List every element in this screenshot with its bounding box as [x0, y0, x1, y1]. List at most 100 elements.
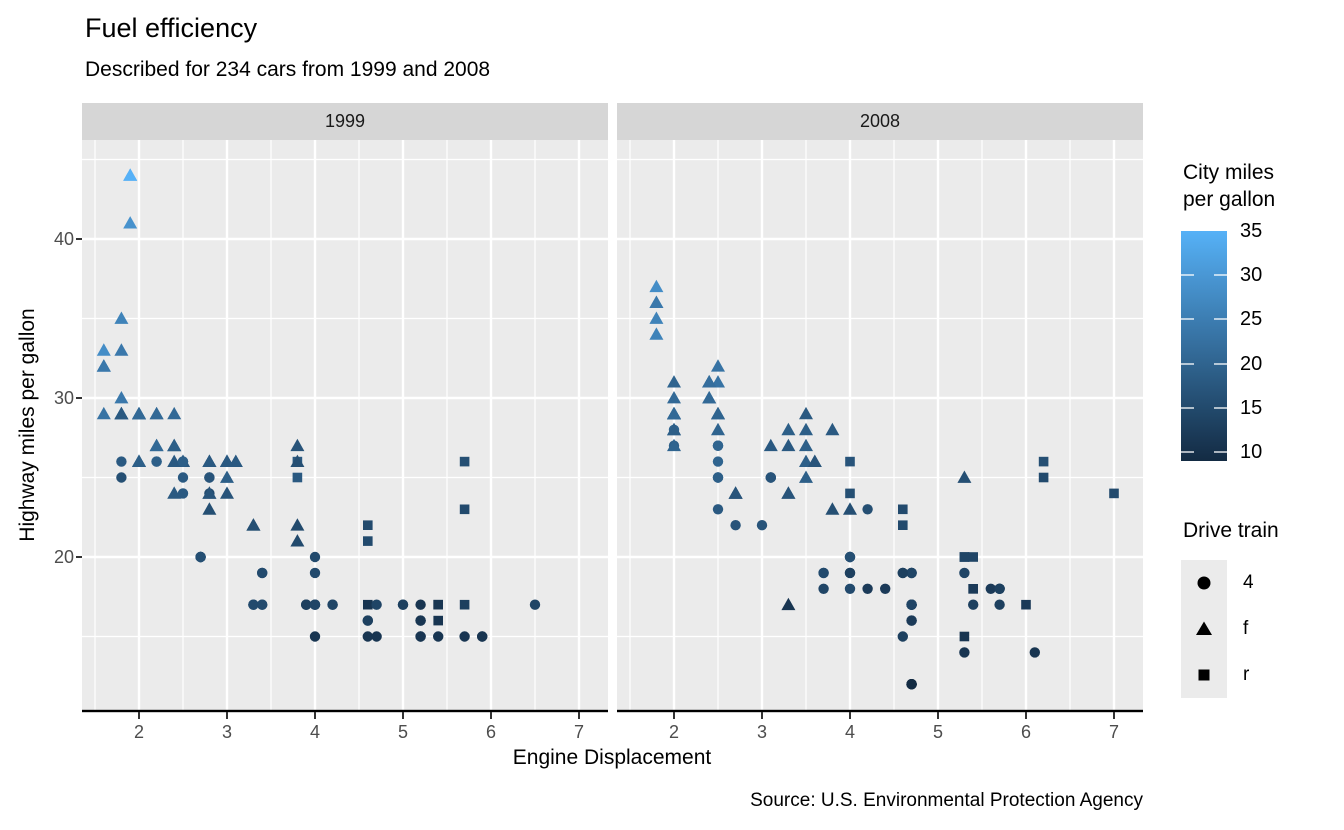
data-point [781, 422, 796, 436]
data-point [433, 631, 444, 642]
data-point [728, 486, 743, 499]
colorbar-tick [1181, 451, 1194, 454]
y-tick-label: 20 [53, 547, 74, 567]
data-point [459, 456, 470, 467]
data-point [667, 438, 681, 452]
data-point [906, 615, 917, 626]
data-point [845, 456, 855, 467]
data-point [309, 631, 321, 642]
colorbar-legend-title-line1: City miles [1183, 161, 1275, 184]
data-point [257, 599, 268, 610]
data-point [363, 599, 373, 610]
data-point [825, 502, 840, 515]
data-point [781, 438, 796, 452]
data-point [968, 584, 978, 594]
colorbar-tick [1214, 451, 1227, 454]
colorbar-tick [1181, 274, 1194, 277]
data-point [228, 454, 243, 467]
data-point [415, 631, 426, 642]
legend-key [1181, 560, 1227, 606]
data-point [459, 631, 470, 642]
colorbar-tick-label: 15 [1240, 396, 1263, 419]
data-point [649, 327, 664, 340]
data-point [309, 551, 321, 563]
x-tick-label: 5 [397, 722, 408, 742]
data-point [132, 406, 146, 420]
data-point [363, 536, 373, 546]
data-point [167, 438, 182, 452]
data-point [711, 406, 725, 420]
data-point [730, 520, 741, 531]
data-point [202, 454, 217, 467]
colorbar-tick-label: 20 [1240, 352, 1263, 375]
circle-glyph [1197, 576, 1211, 590]
x-tick-label: 4 [844, 722, 855, 742]
data-point [177, 456, 189, 467]
data-point [415, 599, 426, 610]
data-point [220, 454, 234, 467]
x-tick-label: 5 [932, 722, 943, 742]
facet-strip-label: 1999 [324, 111, 366, 131]
data-point [292, 472, 303, 483]
data-point [844, 567, 856, 579]
data-point [712, 456, 724, 467]
data-point [477, 631, 488, 642]
data-point [204, 472, 215, 483]
data-point [202, 486, 217, 499]
data-point [862, 583, 873, 594]
data-point [898, 504, 908, 515]
data-point [397, 599, 409, 610]
data-point [116, 456, 127, 467]
data-point [327, 599, 338, 610]
data-point [433, 615, 443, 626]
data-point [309, 567, 321, 579]
data-point [202, 502, 217, 515]
data-point [362, 631, 373, 642]
data-point [220, 470, 234, 483]
data-point [712, 504, 724, 515]
data-point [959, 567, 970, 579]
x-axis-line [617, 709, 1143, 713]
data-point [799, 422, 813, 436]
x-tick-label: 3 [221, 722, 232, 742]
data-point [114, 343, 129, 356]
y-tick-label: 30 [53, 388, 74, 408]
legend-key-label: r [1243, 664, 1250, 685]
colorbar-tick [1181, 406, 1194, 409]
data-point [906, 599, 917, 610]
data-point [959, 552, 970, 562]
panel-background [617, 140, 1143, 710]
colorbar-legend-title: City miles per gallon [1183, 159, 1275, 213]
data-point [844, 551, 856, 563]
data-point [843, 502, 857, 515]
data-point [290, 454, 305, 467]
triangle-glyph [1196, 621, 1212, 635]
data-point [818, 583, 829, 594]
x-tick-label: 2 [668, 722, 679, 742]
data-point [985, 583, 996, 594]
data-point [167, 406, 182, 420]
legend-key-label: f [1243, 618, 1249, 639]
data-point [96, 359, 111, 372]
x-tick-label: 4 [309, 722, 320, 742]
data-point [114, 406, 129, 420]
x-tick-label: 3 [756, 722, 767, 742]
x-axis-title: Engine Displacement [512, 746, 712, 769]
data-point [763, 438, 778, 452]
data-point [880, 583, 891, 594]
data-point [114, 311, 129, 324]
data-point [667, 391, 681, 404]
data-point [799, 406, 813, 420]
data-point [649, 311, 664, 324]
colorbar [1181, 231, 1227, 461]
data-point [711, 422, 725, 436]
data-point [309, 599, 321, 610]
data-point [177, 488, 189, 499]
panel-background [82, 140, 608, 710]
data-point [1038, 456, 1049, 467]
data-point [667, 406, 681, 420]
data-point [290, 534, 305, 547]
data-point [177, 472, 189, 483]
colorbar-tick-label: 30 [1240, 264, 1263, 287]
